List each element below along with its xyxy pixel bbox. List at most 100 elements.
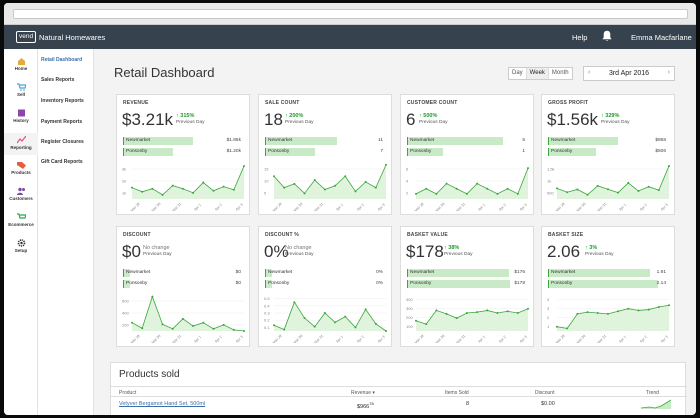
data-point[interactable] <box>476 182 479 185</box>
subnav-retail-dashboard[interactable]: Retail Dashboard <box>41 57 83 63</box>
help-link[interactable]: Help <box>572 33 588 42</box>
data-point[interactable] <box>445 182 448 185</box>
data-point[interactable] <box>527 307 529 310</box>
data-point[interactable] <box>192 325 195 328</box>
data-point[interactable] <box>374 322 377 325</box>
data-point[interactable] <box>212 327 215 330</box>
data-point[interactable] <box>435 309 438 312</box>
data-point[interactable] <box>576 312 579 315</box>
data-point[interactable] <box>313 179 316 182</box>
col-revenue[interactable]: Revenue ▾ <box>351 390 375 396</box>
data-point[interactable] <box>647 308 650 311</box>
data-point[interactable] <box>556 325 558 328</box>
data-point[interactable] <box>556 187 558 190</box>
data-point[interactable] <box>212 189 215 192</box>
data-point[interactable] <box>323 188 326 191</box>
date-value[interactable]: 3rd Apr 2016 <box>608 70 650 77</box>
data-point[interactable] <box>596 184 599 187</box>
data-point[interactable] <box>647 185 650 188</box>
data-point[interactable] <box>415 319 417 322</box>
nav-home[interactable]: Home <box>4 57 38 71</box>
data-point[interactable] <box>141 327 144 330</box>
range-day-button[interactable]: Day <box>509 68 527 79</box>
data-point[interactable] <box>222 185 225 188</box>
data-point[interactable] <box>617 191 620 194</box>
store-name[interactable]: Natural Homewares <box>39 33 106 42</box>
data-point[interactable] <box>465 312 468 314</box>
data-point[interactable] <box>425 187 428 190</box>
data-point[interactable] <box>232 328 235 331</box>
data-point[interactable] <box>323 312 326 314</box>
data-point[interactable] <box>232 188 235 191</box>
data-point[interactable] <box>566 327 569 330</box>
nav-customers[interactable]: Customers <box>4 187 38 201</box>
data-point[interactable] <box>506 310 509 313</box>
nav-history[interactable]: History <box>4 109 38 123</box>
next-date-button[interactable]: › <box>667 69 670 76</box>
col-discount[interactable]: Discount <box>535 390 555 396</box>
data-point[interactable] <box>273 324 275 327</box>
vend-logo[interactable]: vend <box>16 31 37 43</box>
data-point[interactable] <box>637 189 640 192</box>
data-point[interactable] <box>334 184 337 187</box>
nav-sell[interactable]: Sell <box>4 83 38 97</box>
data-point[interactable] <box>465 192 468 195</box>
data-point[interactable] <box>516 312 519 314</box>
data-point[interactable] <box>354 190 357 193</box>
data-point[interactable] <box>334 321 337 324</box>
data-point[interactable] <box>617 310 620 313</box>
col-product[interactable]: Product <box>119 390 137 396</box>
data-point[interactable] <box>668 304 670 307</box>
data-point[interactable] <box>576 188 579 191</box>
data-point[interactable] <box>627 307 630 310</box>
data-point[interactable] <box>527 167 529 170</box>
data-point[interactable] <box>171 327 174 330</box>
data-point[interactable] <box>293 301 296 304</box>
data-point[interactable] <box>496 192 499 195</box>
data-point[interactable] <box>586 311 589 314</box>
nav-ecommerce[interactable]: Ecommerce <box>4 213 38 227</box>
table-row[interactable]: Vetyver Bergamot Hand Set, 500ml $96678 … <box>111 397 687 411</box>
data-point[interactable] <box>627 181 630 184</box>
data-point[interactable] <box>364 308 367 311</box>
data-point[interactable] <box>192 191 195 194</box>
data-point[interactable] <box>202 321 205 324</box>
subnav-payment-reports[interactable]: Payment Reports <box>41 119 83 125</box>
range-month-button[interactable]: Month <box>551 70 569 76</box>
data-point[interactable] <box>293 182 296 185</box>
data-point[interactable] <box>202 181 205 184</box>
nav-setup[interactable]: Setup <box>4 239 38 253</box>
data-point[interactable] <box>606 312 609 315</box>
data-point[interactable] <box>131 186 133 189</box>
data-point[interactable] <box>354 326 357 329</box>
data-point[interactable] <box>596 312 599 314</box>
data-point[interactable] <box>435 192 438 195</box>
data-point[interactable] <box>161 193 164 196</box>
product-link[interactable]: Vetyver Bergamot Hand Set, 500ml <box>119 401 206 407</box>
data-point[interactable] <box>486 309 489 312</box>
data-point[interactable] <box>151 187 154 190</box>
nav-reporting[interactable]: Reporting <box>4 133 38 155</box>
subnav-gift-card-reports[interactable]: Gift Card Reports <box>41 159 83 165</box>
data-point[interactable] <box>476 311 479 314</box>
data-point[interactable] <box>161 323 164 326</box>
bell-icon[interactable] <box>602 30 612 42</box>
data-point[interactable] <box>455 317 458 320</box>
data-point[interactable] <box>313 325 316 328</box>
subnav-sales-reports[interactable]: Sales Reports <box>41 77 75 83</box>
data-point[interactable] <box>415 192 417 195</box>
data-point[interactable] <box>657 306 660 308</box>
prev-date-button[interactable]: ‹ <box>588 69 591 76</box>
data-point[interactable] <box>243 330 245 332</box>
data-point[interactable] <box>344 315 347 318</box>
data-point[interactable] <box>637 309 640 312</box>
data-point[interactable] <box>181 317 184 320</box>
data-point[interactable] <box>222 323 225 326</box>
data-point[interactable] <box>657 189 660 192</box>
data-point[interactable] <box>506 187 509 190</box>
data-point[interactable] <box>496 312 499 314</box>
data-point[interactable] <box>283 186 286 189</box>
data-point[interactable] <box>385 330 387 332</box>
data-point[interactable] <box>566 191 569 194</box>
data-point[interactable] <box>141 190 144 193</box>
